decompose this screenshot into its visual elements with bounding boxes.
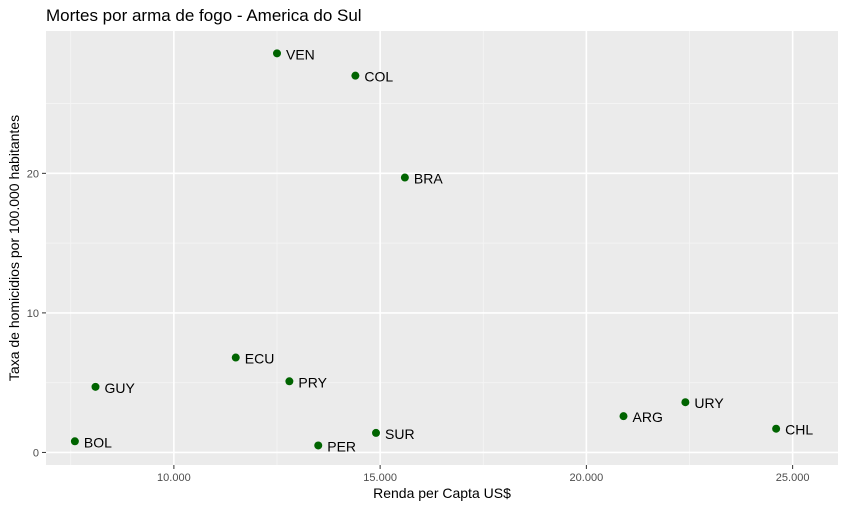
data-point-pry bbox=[285, 377, 294, 386]
point-label-sur: SUR bbox=[385, 426, 415, 442]
point-label-ury: URY bbox=[694, 395, 724, 411]
point-label-bra: BRA bbox=[414, 171, 443, 187]
major-gridlines bbox=[46, 31, 838, 465]
data-point-col bbox=[351, 71, 360, 80]
data-point-bol bbox=[70, 437, 79, 446]
data-point-bra bbox=[400, 173, 409, 182]
y-tick-label: 0 bbox=[33, 447, 39, 459]
data-point-chl bbox=[772, 424, 781, 433]
point-label-arg: ARG bbox=[633, 409, 663, 425]
point-label-chl: CHL bbox=[785, 422, 813, 438]
data-point-per bbox=[314, 441, 323, 450]
data-point-guy bbox=[91, 382, 100, 391]
point-label-pry: PRY bbox=[298, 374, 327, 390]
point-label-ecu: ECU bbox=[245, 351, 275, 367]
point-labels: VEN COL BRA ECU PRY GUY BOL PER SUR ARG URY CHL bbox=[84, 46, 813, 454]
point-label-per: PER bbox=[327, 438, 356, 454]
data-point-arg bbox=[619, 412, 628, 421]
y-tick-label: 10 bbox=[27, 308, 39, 320]
x-tick-label: 15.000 bbox=[363, 472, 397, 484]
x-axis-ticks: 10.000 15.000 20.000 25.000 bbox=[157, 465, 809, 484]
data-points bbox=[70, 49, 781, 450]
y-tick-label: 20 bbox=[27, 168, 39, 180]
minor-gridlines bbox=[46, 31, 838, 465]
x-tick-label: 20.000 bbox=[570, 472, 604, 484]
point-label-col: COL bbox=[364, 69, 393, 85]
data-point-ury bbox=[681, 398, 690, 407]
data-point-ecu bbox=[231, 353, 240, 362]
point-label-guy: GUY bbox=[105, 380, 136, 396]
x-tick-label: 25.000 bbox=[776, 472, 810, 484]
y-axis-ticks: 0 10 20 bbox=[27, 168, 46, 459]
x-tick-label: 10.000 bbox=[157, 472, 191, 484]
point-label-bol: BOL bbox=[84, 434, 112, 450]
x-axis-title: Renda per Capta US$ bbox=[373, 485, 511, 501]
point-label-ven: VEN bbox=[286, 46, 315, 62]
y-axis-title: Taxa de homicidios por 100.000 habitante… bbox=[6, 115, 22, 381]
data-point-ven bbox=[273, 49, 281, 58]
data-point-sur bbox=[372, 428, 380, 437]
chart-title: Mortes por arma de fogo - America do Sul bbox=[46, 6, 362, 25]
